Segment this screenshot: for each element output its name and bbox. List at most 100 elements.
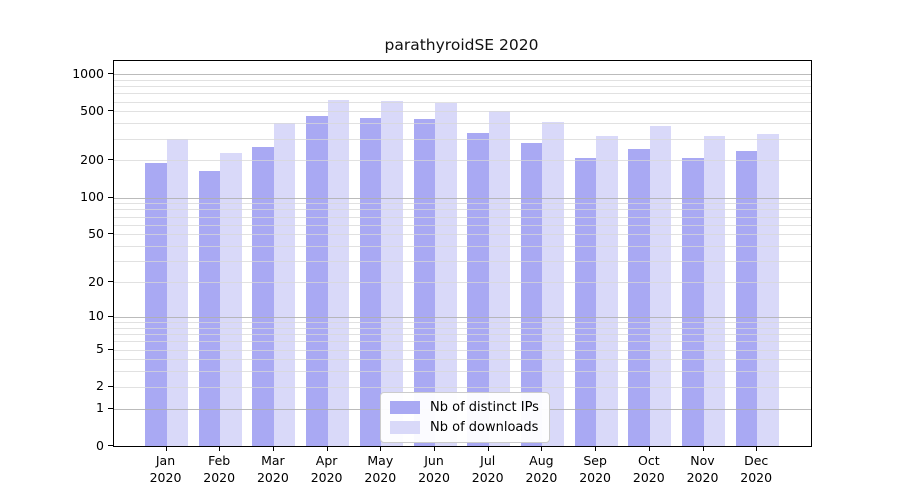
x-tick-mark	[595, 446, 597, 451]
bar-distinct-ips	[359, 117, 382, 446]
y-tick-mark	[108, 281, 113, 283]
gridline	[114, 316, 811, 318]
y-tick-label: 50	[88, 225, 104, 241]
bar-distinct-ips	[682, 157, 704, 446]
gridline	[114, 209, 811, 211]
x-tick-mark	[326, 446, 328, 451]
legend-label-distinct-ips: Nb of distinct IPs	[430, 400, 539, 415]
y-tick-mark	[108, 73, 113, 74]
gridline	[114, 349, 811, 351]
x-tick-label: Oct 2020	[632, 453, 665, 485]
gridline	[114, 322, 811, 323]
bar-distinct-ips	[735, 150, 758, 446]
legend-label-downloads: Nb of downloads	[430, 420, 539, 435]
bar-distinct-ips	[198, 170, 221, 446]
gridline	[114, 246, 811, 247]
x-tick-label: Apr 2020	[310, 453, 343, 485]
x-tick-mark	[487, 446, 489, 451]
x-tick-mark	[219, 446, 221, 451]
y-tick-mark	[108, 315, 113, 317]
x-tick-mark	[648, 446, 650, 451]
y-tick-label: 200	[80, 151, 104, 167]
x-tick-mark	[165, 446, 167, 451]
y-tick-mark	[108, 348, 113, 350]
bar-downloads	[273, 123, 296, 446]
y-tick-mark	[108, 233, 113, 235]
bar-downloads	[166, 138, 188, 446]
x-tick-mark	[702, 446, 704, 451]
gridline	[114, 138, 811, 140]
bar-distinct-ips	[628, 148, 650, 446]
y-tick-label: 2	[96, 378, 104, 394]
gridline	[114, 79, 811, 81]
gridline	[114, 86, 811, 87]
x-tick-mark	[434, 446, 435, 451]
x-tick-mark	[541, 446, 543, 451]
chart-title: parathyroidSE 2020	[384, 36, 539, 54]
gridline	[114, 261, 811, 263]
gridline	[114, 93, 811, 95]
bar-distinct-ips	[306, 116, 328, 446]
bar-distinct-ips	[252, 147, 274, 446]
bar-downloads	[542, 121, 564, 446]
legend-swatch-distinct-ips-icon	[390, 401, 420, 414]
bar-distinct-ips	[520, 143, 543, 446]
y-tick-label: 0	[96, 437, 104, 453]
x-tick-label: Aug 2020	[525, 453, 558, 485]
x-tick-mark	[380, 446, 382, 451]
gridline	[114, 327, 811, 329]
gridline	[114, 123, 811, 125]
bar-downloads	[703, 135, 725, 446]
bar-distinct-ips	[574, 157, 597, 446]
bar-downloads	[649, 125, 672, 446]
y-tick-label: 5	[96, 341, 104, 356]
x-tick-label: Feb 2020	[203, 453, 236, 485]
gridline	[114, 111, 811, 113]
y-tick-mark	[108, 407, 113, 409]
x-tick-label: Sep 2020	[579, 453, 611, 485]
bar-downloads	[220, 152, 242, 446]
gridline	[114, 224, 811, 226]
legend-item-distinct-ips: Nb of distinct IPs	[390, 400, 539, 415]
y-tick-mark	[108, 385, 113, 387]
gridline	[114, 74, 811, 75]
x-tick-label: Jan 2020	[149, 453, 182, 485]
x-tick-label: Jul 2020	[471, 453, 504, 485]
x-tick-label: Nov 2020	[686, 453, 719, 485]
gridline	[114, 386, 811, 388]
x-tick-label: Jun 2020	[418, 453, 450, 485]
y-tick-label: 100	[80, 189, 104, 204]
bar-downloads	[488, 110, 511, 446]
plot-area: Nb of distinct IPs Nb of downloads	[113, 60, 812, 447]
bar-downloads	[327, 100, 350, 446]
y-tick-label: 1000	[72, 65, 104, 81]
bar-distinct-ips	[467, 132, 489, 446]
x-tick-label: Dec 2020	[740, 453, 773, 485]
gridline	[114, 216, 811, 218]
bar-distinct-ips	[145, 163, 167, 446]
gridline	[114, 371, 811, 373]
gridline	[114, 282, 811, 284]
legend: Nb of distinct IPs Nb of downloads	[380, 392, 550, 443]
y-tick-label: 500	[80, 102, 104, 118]
bar-downloads	[757, 133, 779, 446]
gridline	[114, 101, 811, 103]
y-tick-label: 10	[88, 308, 104, 324]
gridline	[114, 160, 811, 162]
bar-downloads	[596, 135, 618, 446]
legend-item-downloads: Nb of downloads	[390, 420, 539, 435]
x-tick-label: May 2020	[364, 453, 397, 485]
y-tick-mark	[108, 445, 113, 446]
gridline	[114, 234, 811, 236]
x-tick-label: Mar 2020	[256, 453, 289, 485]
y-tick-label: 1	[96, 400, 104, 416]
y-tick-mark	[108, 159, 113, 161]
x-tick-mark	[756, 446, 758, 451]
gridline	[114, 341, 811, 343]
y-tick-label: 20	[88, 273, 104, 289]
y-tick-mark	[108, 196, 113, 198]
legend-swatch-downloads-icon	[390, 421, 420, 434]
x-tick-mark	[272, 446, 274, 451]
gridline	[114, 203, 811, 205]
